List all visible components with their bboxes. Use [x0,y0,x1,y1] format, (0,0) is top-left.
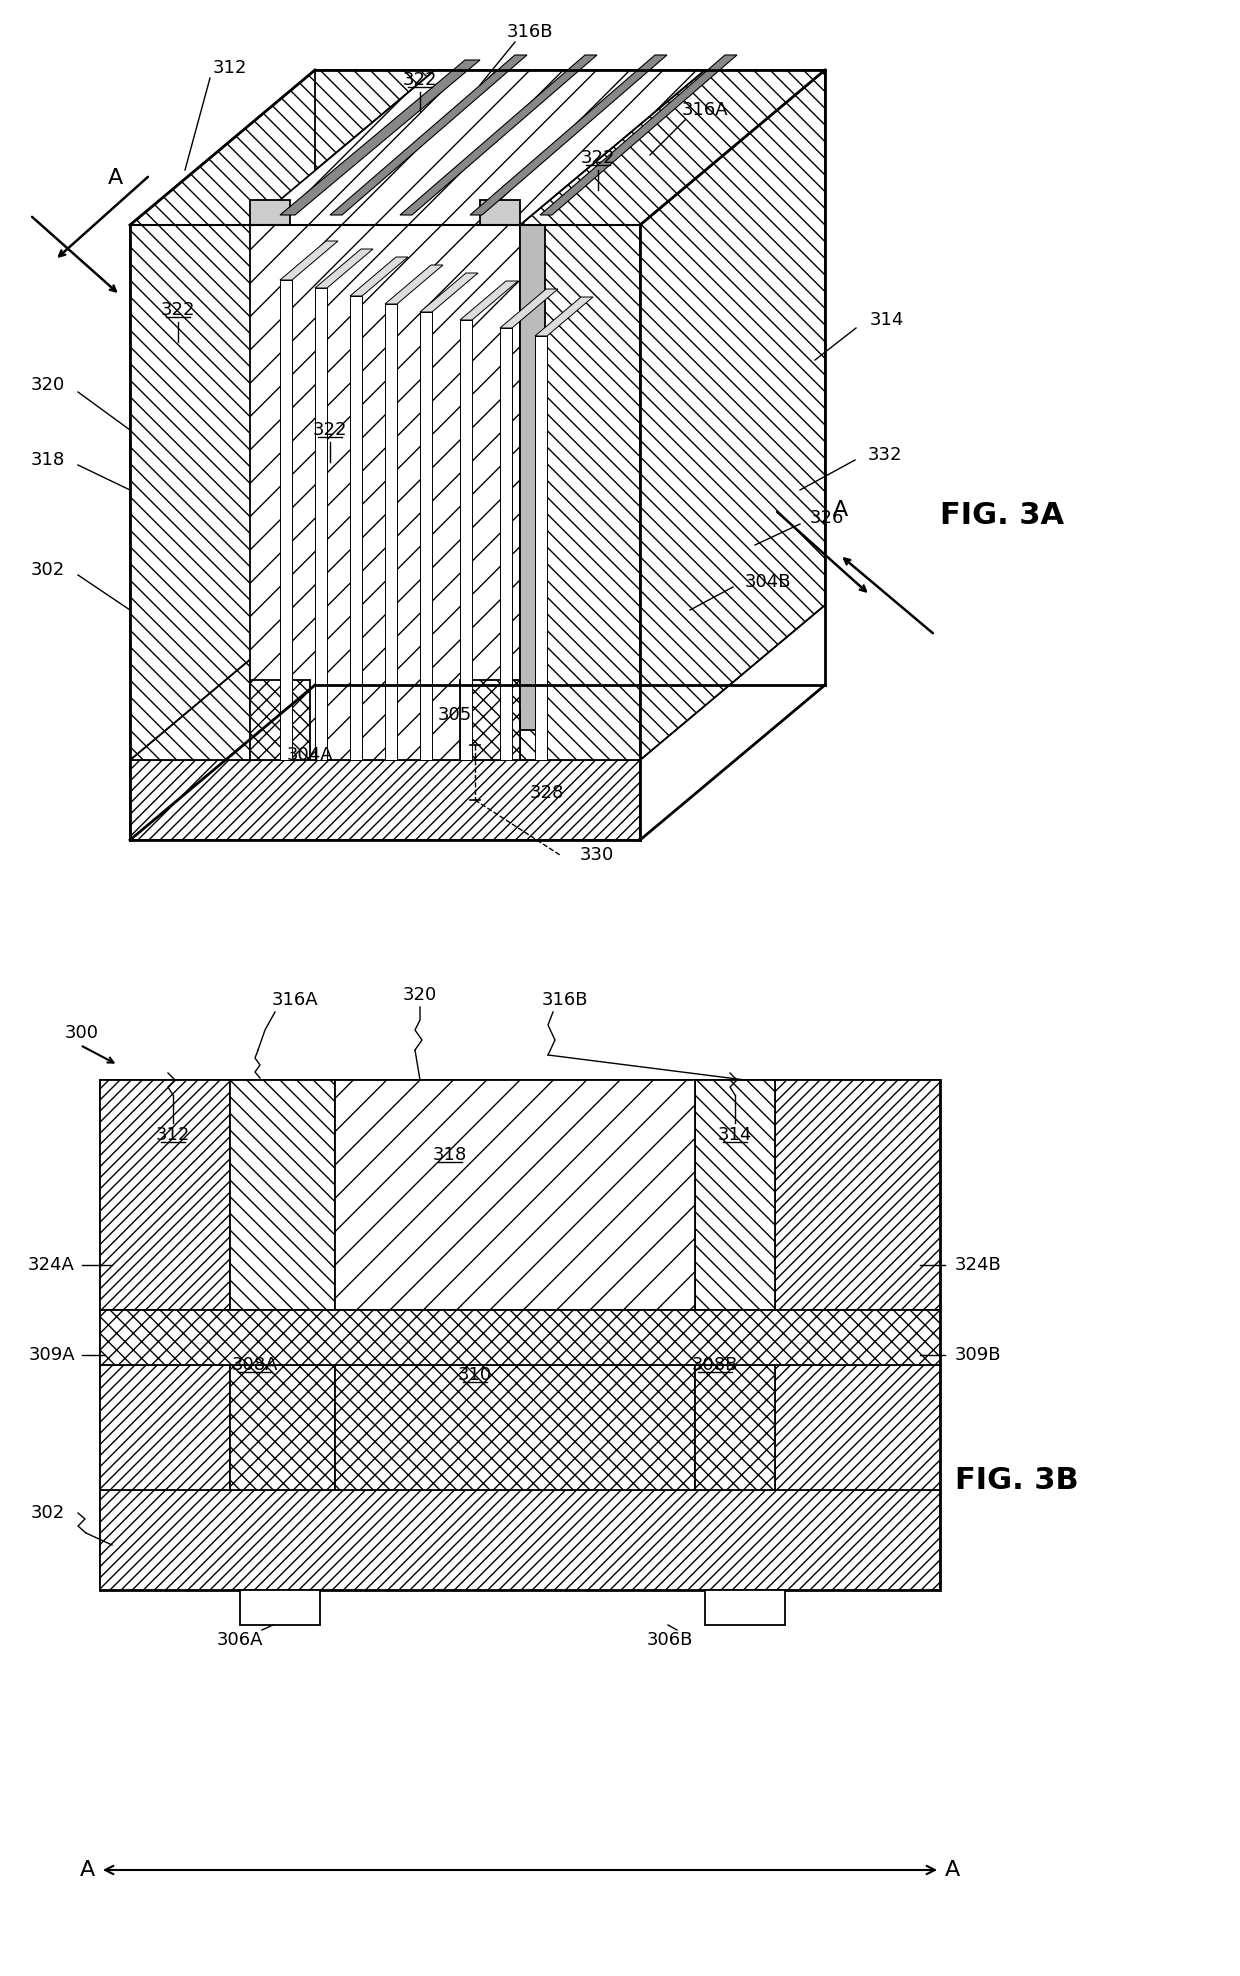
Polygon shape [500,328,512,761]
Polygon shape [280,59,480,215]
Polygon shape [130,761,640,840]
Text: 304A: 304A [286,747,334,765]
Polygon shape [460,680,520,761]
Text: 309A: 309A [29,1346,74,1363]
Bar [694,1365,775,1490]
Text: 305: 305 [438,705,472,723]
Polygon shape [640,69,825,761]
Polygon shape [520,69,825,225]
Polygon shape [250,225,520,761]
Text: 302: 302 [31,1504,64,1522]
Bar [100,1490,940,1591]
Polygon shape [470,55,667,215]
Polygon shape [350,257,408,296]
Text: 310: 310 [458,1365,492,1383]
Polygon shape [520,225,546,729]
Bar [229,1081,335,1310]
Bar [706,1591,785,1624]
Text: A: A [79,1859,95,1879]
Polygon shape [480,200,520,225]
Text: 302: 302 [31,561,64,579]
Polygon shape [130,160,435,314]
Text: 309B: 309B [955,1346,1002,1363]
Polygon shape [250,200,290,225]
Polygon shape [460,281,518,320]
Polygon shape [280,281,291,761]
Polygon shape [130,69,315,761]
Polygon shape [460,320,472,761]
Bar [229,1365,335,1490]
Text: FIG. 3B: FIG. 3B [955,1466,1079,1494]
Text: 306B: 306B [647,1630,693,1650]
Text: 304B: 304B [745,573,791,591]
Polygon shape [250,69,706,225]
Polygon shape [250,680,310,761]
Polygon shape [384,304,397,761]
Polygon shape [315,288,327,761]
Polygon shape [130,314,250,761]
Text: 324A: 324A [29,1257,74,1275]
Text: 316B: 316B [542,992,588,1010]
Text: 332: 332 [868,447,903,464]
Text: 320: 320 [403,986,438,1004]
Text: 306A: 306A [217,1630,263,1650]
Text: 322: 322 [403,71,438,89]
Text: A: A [832,500,848,520]
Text: 320: 320 [31,375,64,393]
Text: 308A: 308A [232,1356,278,1373]
Polygon shape [130,605,825,761]
Bar [100,1081,229,1310]
Text: 318: 318 [31,451,64,468]
Bar [335,1365,694,1490]
Polygon shape [534,336,547,761]
Polygon shape [130,160,315,761]
Bar [775,1081,940,1310]
Bar [694,1081,775,1310]
Text: 330: 330 [580,846,614,864]
Text: 314: 314 [870,310,904,328]
Bar [100,1365,229,1490]
Polygon shape [384,265,443,304]
Polygon shape [539,55,737,215]
Polygon shape [500,288,558,328]
Text: 316A: 316A [682,101,728,119]
Polygon shape [280,241,339,281]
Text: A: A [108,168,123,188]
Polygon shape [130,605,315,840]
Polygon shape [130,225,250,314]
Text: A: A [945,1859,960,1879]
Polygon shape [420,312,432,761]
Bar [100,1081,940,1591]
Polygon shape [130,69,435,225]
Polygon shape [401,55,596,215]
Polygon shape [520,225,640,761]
Polygon shape [315,249,373,288]
Polygon shape [420,273,477,312]
Bar [100,1310,940,1365]
Text: 318: 318 [433,1146,467,1164]
Text: 300: 300 [64,1024,99,1041]
Text: 324B: 324B [955,1257,1002,1275]
Text: 314: 314 [718,1126,753,1144]
Bar [241,1591,320,1624]
Text: 312: 312 [156,1126,190,1144]
Text: 328: 328 [529,784,564,802]
Text: 326: 326 [810,510,844,528]
Text: FIG. 3A: FIG. 3A [940,500,1064,530]
Text: 308B: 308B [692,1356,738,1373]
Polygon shape [330,55,527,215]
Text: 322: 322 [312,421,347,439]
Text: 316B: 316B [507,24,553,41]
Text: 312: 312 [213,59,247,77]
Text: 322: 322 [580,148,615,168]
Bar [775,1365,940,1490]
Polygon shape [534,296,593,336]
Polygon shape [350,296,362,761]
Bar [335,1081,694,1310]
Text: 316A: 316A [272,992,319,1010]
Text: 322: 322 [161,300,195,318]
